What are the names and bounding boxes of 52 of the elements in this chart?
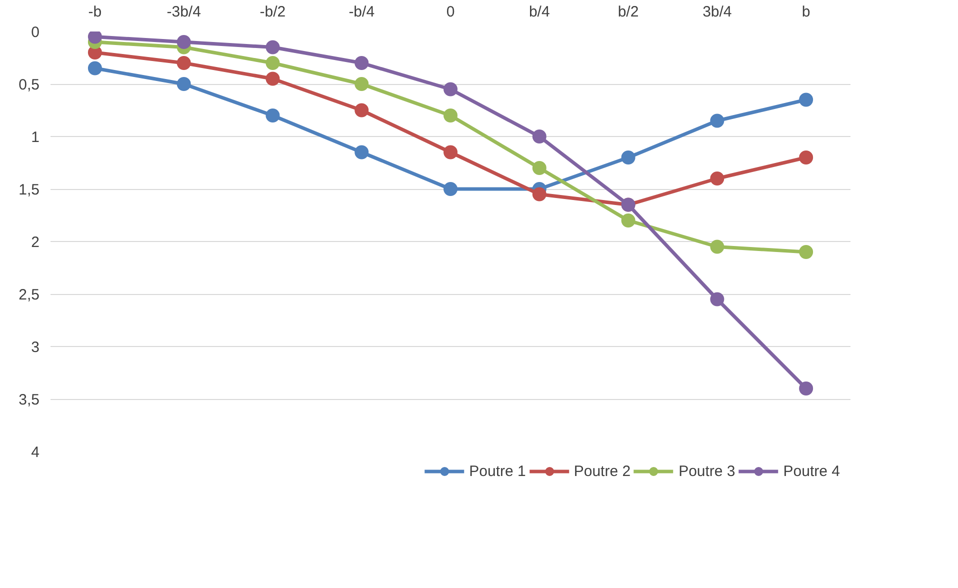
- x-tick-label: b: [802, 4, 810, 20]
- point: [799, 150, 814, 164]
- point: [266, 108, 280, 122]
- y-tick-label: 3: [31, 339, 40, 356]
- x-tick-label: b/2: [618, 4, 639, 20]
- point: [710, 292, 724, 306]
- point: [621, 150, 636, 164]
- legend-label: Poutre 2: [574, 462, 631, 480]
- point: [799, 245, 814, 259]
- legend-label: Poutre 4: [783, 462, 840, 480]
- y-tick-label: 1: [31, 129, 40, 146]
- point: [266, 56, 280, 70]
- point: [176, 56, 191, 70]
- point: [532, 161, 546, 175]
- x-tick-label: 3b/4: [702, 4, 732, 20]
- point: [799, 92, 814, 107]
- y-tick-label: 1,5: [18, 182, 40, 198]
- point: [532, 130, 546, 144]
- point: [354, 77, 369, 91]
- point: [444, 108, 458, 122]
- point: [354, 103, 369, 118]
- y-tick-label: 4: [31, 444, 40, 461]
- point: [532, 187, 546, 202]
- point: [354, 56, 369, 70]
- y-tick-label: 0: [31, 24, 40, 41]
- point: [88, 61, 102, 76]
- y-tick-label: 2: [31, 234, 40, 251]
- x-tick-label: -b: [88, 4, 102, 20]
- point: [710, 172, 724, 186]
- point: [354, 145, 369, 160]
- legend-label: Poutre 3: [678, 462, 736, 480]
- point: [88, 32, 102, 44]
- y-tick-label: 2,5: [18, 286, 40, 304]
- y-tick-label: 3,5: [18, 392, 40, 408]
- point: [444, 145, 458, 160]
- point: [266, 72, 280, 86]
- x-tick-label: 0: [446, 4, 455, 20]
- point: [176, 77, 191, 91]
- point: [710, 240, 724, 254]
- y-tick-label: 0,5: [18, 76, 40, 94]
- point: [621, 214, 636, 228]
- x-tick-label: b/4: [528, 4, 550, 20]
- point: [444, 82, 458, 96]
- point: [176, 35, 191, 49]
- point: [710, 114, 724, 128]
- point: [444, 182, 458, 196]
- x-tick-label: -b/4: [348, 4, 375, 20]
- x-tick-label: -3b/4: [166, 4, 201, 20]
- point: [799, 382, 814, 396]
- x-tick-label: -b/2: [260, 4, 286, 20]
- point: [266, 40, 280, 54]
- legend-label: Poutre 1: [469, 462, 526, 480]
